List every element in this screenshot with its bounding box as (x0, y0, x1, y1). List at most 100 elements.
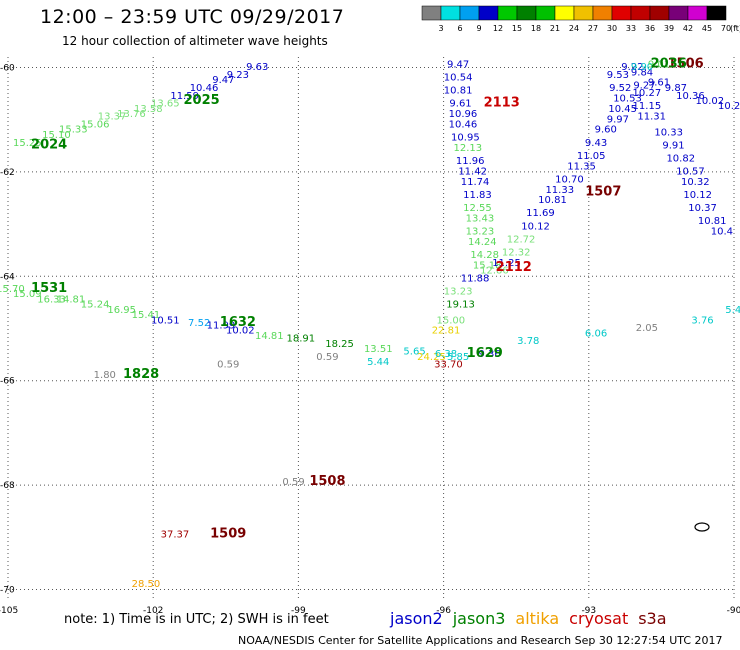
swh-value: 10.81 (538, 195, 567, 206)
swh-value: 5.44 (367, 357, 389, 368)
page-subtitle: 12 hour collection of altimeter wave hei… (62, 34, 328, 48)
swh-value: 37.37 (161, 529, 190, 540)
swh-value: 15.00 (437, 315, 466, 326)
swh-value: 9.91 (662, 140, 684, 151)
swh-value: 7.52 (188, 318, 210, 329)
swh-value: 5.85 (447, 352, 469, 363)
y-tick-label: -66 (0, 377, 15, 387)
colorbar-label: 30 (607, 24, 617, 33)
y-tick-label: -62 (0, 168, 15, 178)
time-label: 1509 (210, 526, 246, 541)
swh-value: 10.33 (654, 127, 683, 138)
swh-value: 14.28 (470, 250, 499, 261)
colorbar-swatch (516, 5, 537, 21)
swh-value: 9.36 (478, 349, 500, 360)
swh-value: 10.32 (681, 177, 710, 188)
swh-value: 6.06 (585, 328, 607, 339)
swh-value: 10.4 (711, 227, 733, 238)
time-label: 1506 (668, 56, 704, 71)
swh-value: 10.53 (613, 93, 642, 104)
swh-value: 9.27 (633, 80, 655, 91)
time-label: 1507 (585, 184, 621, 199)
satellite-jason3: jason3 (452, 609, 506, 628)
x-tick-label: -102 (143, 606, 163, 616)
swh-value: 10.57 (676, 166, 705, 177)
swh-value: 10.54 (444, 72, 473, 83)
colorbar-label: 3 (438, 24, 443, 33)
satellite-altika: altika (515, 609, 560, 628)
time-label: 1632 (220, 315, 256, 330)
swh-value: 11.31 (637, 112, 666, 123)
credit-line: NOAA/NESDIS Center for Satellite Applica… (238, 634, 723, 647)
swh-value: 9.23 (227, 70, 249, 81)
swh-value: 13.23 (466, 227, 495, 238)
swh-value: 11.59 (170, 91, 199, 102)
swh-value: 10.02 (695, 96, 724, 107)
swh-value: 18.25 (325, 339, 354, 350)
colorbar-label: 33 (626, 24, 636, 33)
swh-value: 10.95 (451, 133, 480, 144)
y-tick-label: -68 (0, 481, 15, 491)
swh-value: 9.47 (212, 75, 234, 86)
x-tick-label: -90 (727, 606, 740, 616)
swh-value: 11.99 (207, 321, 236, 332)
island-outline (694, 522, 710, 532)
swh-value: 9.22 (621, 62, 643, 73)
swh-value: 9.84 (631, 67, 653, 78)
swh-value: 11.25 (492, 258, 521, 269)
swh-value: 11.15 (633, 101, 662, 112)
colorbar-swatch (478, 5, 499, 21)
swh-value: 22.81 (432, 326, 461, 337)
swh-value: 9.53 (607, 70, 629, 81)
colorbar-label: 9 (476, 24, 481, 33)
swh-value: 6.38 (435, 349, 457, 360)
colorbar-swatch (535, 5, 556, 21)
colorbar-label: 70 (721, 24, 731, 33)
time-label: 2112 (496, 260, 532, 275)
swh-value: 33.70 (434, 360, 463, 371)
swh-value: 9.61 (449, 99, 471, 110)
colorbar-swatch (592, 5, 613, 21)
swh-value: 9.90 (631, 62, 653, 73)
swh-value: 15.10 (42, 130, 71, 141)
swh-value: 11.96 (456, 156, 485, 167)
swh-value: 9.63 (246, 62, 268, 73)
colorbar-swatch (440, 5, 461, 21)
swh-value: 12.86 (480, 266, 509, 277)
y-tick-label: -60 (0, 63, 15, 73)
swh-value: 16.95 (107, 305, 136, 316)
swh-value: 12.72 (507, 234, 536, 245)
time-label: 2024 (31, 137, 67, 152)
colorbar-swatch (649, 5, 670, 21)
swh-value: 9.60 (595, 125, 617, 136)
swh-value: 9.61 (648, 78, 670, 89)
axis-ticks: -105 -102 -99 -96 -93 -90 -60 -62 -64 -66 -68 -70 (0, 63, 740, 616)
swh-value: 10.70 (555, 174, 584, 185)
swh-value: 5.65 (403, 347, 425, 358)
colorbar-label: 18 (531, 24, 541, 33)
y-tick-label: -70 (0, 586, 15, 596)
swh-value: 11.69 (526, 208, 555, 219)
swh-value: 10.2 (718, 101, 740, 112)
swh-value: 16.33 (37, 294, 66, 305)
swh-value: 10.81 (444, 86, 473, 97)
swh-value: 15.70 (0, 284, 25, 295)
swh-value: 0.59 (316, 352, 338, 363)
swh-value: 3.78 (517, 336, 539, 347)
swh-value: 9.01 (648, 59, 670, 70)
swh-value: 10.96 (449, 109, 478, 120)
colorbar-label: 36 (645, 24, 655, 33)
swh-value: 0.59 (282, 477, 304, 488)
colorbar-swatch (497, 5, 518, 21)
swh-value: 14.24 (468, 237, 497, 248)
time-label: 2036 (651, 56, 687, 71)
page-title: 12:00 – 23:59 UTC 09/29/2017 (40, 6, 345, 28)
colorbar-swatch (630, 5, 651, 21)
colorbar-label: 21 (550, 24, 560, 33)
colorbar-swatch (611, 5, 632, 21)
swh-value: 11.35 (567, 161, 596, 172)
swh-value: 0.59 (217, 360, 239, 371)
swh-value: 24.25 (417, 352, 446, 363)
data-points: 15.2515.1015.3315.0613.3713.7613.5813.65… (0, 59, 740, 590)
